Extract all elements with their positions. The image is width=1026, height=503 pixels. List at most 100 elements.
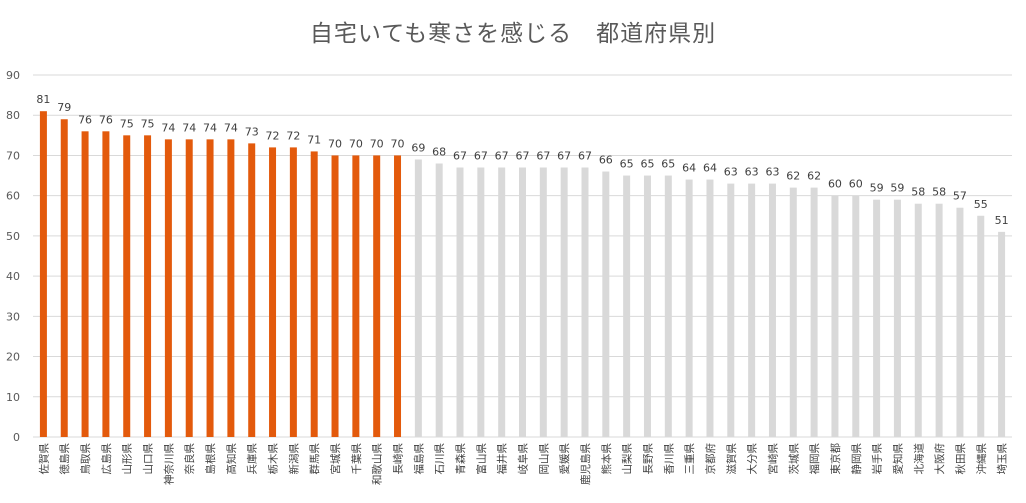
data-label: 79 [57,101,71,114]
data-label: 81 [36,93,50,106]
data-label: 67 [516,150,530,163]
category-label: 東京都 [829,443,842,475]
data-label: 70 [328,137,342,150]
data-label: 67 [557,150,571,163]
y-tick-label: 0 [13,431,20,444]
bar [102,131,110,438]
bar [789,187,797,437]
bar [914,203,922,437]
x-axis-categories: 佐賀県 徳島県 鳥取県 広島県 山形県 山口県 神奈川県 奈良県 島根県 高知県 兵庫県 栃木県 新潟県… [37,443,1008,485]
category-label: 岐阜県 [517,443,530,475]
y-tick-label: 10 [6,391,20,404]
y-tick-label: 70 [6,149,20,162]
data-label: 67 [536,150,550,163]
category-label: 山梨県 [621,443,634,475]
bar [539,167,547,437]
category-label: 三重県 [683,443,696,475]
category-label: 佐賀県 [37,443,50,475]
category-label: 和歌山県 [371,443,384,485]
data-label: 62 [786,170,800,183]
bar [185,139,193,437]
bar [810,187,818,437]
category-label: 高知県 [225,443,238,475]
data-label: 58 [932,186,946,199]
data-label: 63 [724,166,738,179]
bar [685,179,693,438]
bar [414,159,422,437]
category-label: 奈良県 [183,443,196,475]
data-label: 63 [745,166,759,179]
bar [643,175,651,438]
data-label: 60 [849,178,863,191]
category-label: 栃木県 [267,443,280,475]
category-label: 宮城県 [329,443,342,475]
data-label: 65 [661,158,675,171]
data-label: 74 [161,121,175,134]
y-tick-label: 20 [6,351,20,364]
category-label: 福島県 [412,443,425,475]
data-label: 69 [411,141,425,154]
category-label: 北海道 [912,443,925,475]
data-label: 62 [807,170,821,183]
data-label: 64 [682,162,696,175]
data-label: 70 [349,137,363,150]
category-label: 愛媛県 [558,443,571,475]
category-label: 鹿児島県 [579,443,592,485]
data-label: 59 [870,182,884,195]
y-tick-label: 80 [6,109,20,122]
bar [935,203,943,437]
bar [81,131,89,438]
category-label: 福井県 [496,443,509,475]
category-label: 石川県 [434,443,446,475]
category-label: 富山県 [475,443,488,475]
category-label: 京都府 [704,443,717,475]
data-label: 60 [828,178,842,191]
bar [560,167,568,437]
bar [664,175,672,438]
category-label: 神奈川県 [162,443,175,485]
category-label: 茨城県 [787,443,800,475]
data-label: 72 [286,129,300,142]
bar [602,171,610,438]
data-label: 67 [578,150,592,163]
category-label: 山口県 [143,443,155,475]
bar [206,139,214,437]
bar [394,155,402,437]
bar [352,155,360,437]
data-label: 76 [78,113,92,126]
bar [956,207,964,437]
bars [39,111,1006,438]
bar [60,119,68,437]
data-label: 70 [391,137,405,150]
data-label: 65 [640,158,654,171]
category-label: 広島県 [100,443,113,475]
data-label: 58 [911,186,925,199]
data-label: 74 [203,121,217,134]
data-label: 72 [266,129,280,142]
category-label: 秋田県 [954,443,967,475]
bar [373,155,381,437]
data-labels: 81 79 76 76 75 75 74 74 74 74 73 72 72 71 70 70 70 70 69 68… [36,93,1008,227]
bar [227,139,235,437]
data-label: 59 [890,182,904,195]
category-label: 香川県 [663,443,675,475]
data-label: 55 [974,198,988,211]
bar [519,167,526,437]
data-label: 68 [432,145,446,158]
bar [831,195,839,437]
data-label: 76 [99,113,113,126]
data-label: 67 [495,150,509,163]
bar [269,147,277,437]
data-label: 63 [765,166,779,179]
category-label: 岩手県 [871,443,884,475]
data-label: 73 [245,125,259,138]
bar [331,155,339,437]
bar [873,199,881,437]
data-label: 64 [703,162,717,175]
data-label: 75 [141,117,155,130]
category-label: 長野県 [642,443,654,475]
y-tick-label: 30 [6,310,20,323]
data-label: 51 [995,214,1009,227]
